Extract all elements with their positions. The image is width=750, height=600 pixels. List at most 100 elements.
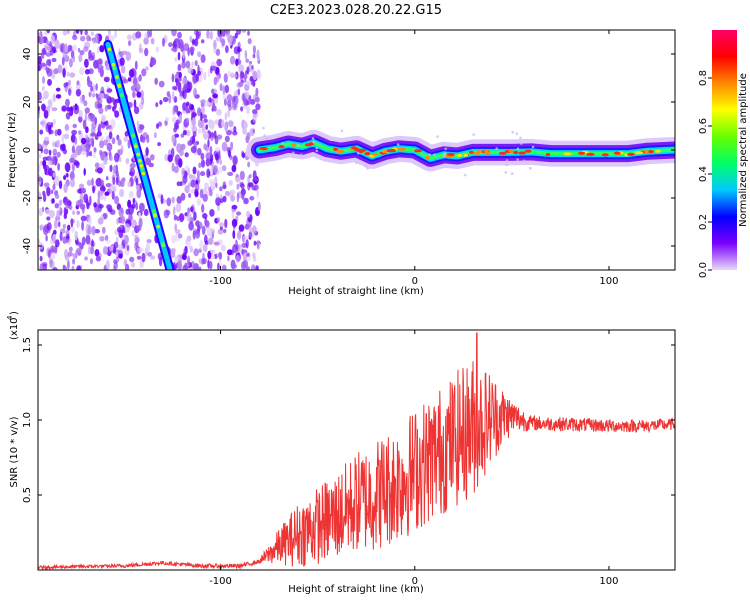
noise-speck <box>215 36 222 42</box>
noise-speck <box>159 100 163 105</box>
noise-speck <box>191 135 196 145</box>
noise-speck <box>88 216 92 226</box>
noise-speck <box>193 211 197 221</box>
noise-speck <box>212 102 216 112</box>
snr-plot-area <box>38 332 675 570</box>
noise-speck <box>95 93 99 98</box>
noise-speck <box>65 82 69 87</box>
noise-speck <box>214 119 219 125</box>
noise-speck <box>133 106 140 115</box>
noise-speck <box>235 177 241 183</box>
noise-speck <box>242 128 248 135</box>
noise-speck <box>243 121 248 130</box>
noise-speck <box>54 39 60 50</box>
tone-speck <box>510 172 514 175</box>
noise-speck <box>166 91 171 97</box>
noise-speck <box>99 45 105 53</box>
noise-speck <box>191 117 196 127</box>
noise-speck <box>168 42 173 48</box>
noise-speck <box>38 61 42 71</box>
noise-speck <box>185 238 189 246</box>
noise-speck <box>194 229 201 239</box>
noise-speck <box>84 107 91 114</box>
streak-core <box>112 66 117 70</box>
noise-speck <box>170 250 176 259</box>
noise-speck <box>232 130 238 136</box>
noise-speck <box>198 258 202 264</box>
noise-speck <box>242 252 248 262</box>
noise-speck <box>221 264 227 270</box>
noise-speck <box>70 134 76 143</box>
noise-speck <box>66 106 71 112</box>
x-tick-label: 0 <box>412 276 418 287</box>
noise-speck <box>97 217 104 225</box>
tone-speck <box>511 130 514 134</box>
noise-speck <box>65 162 71 173</box>
tone-hotspot <box>359 148 367 152</box>
noise-speck <box>208 121 214 130</box>
tone-speck <box>300 153 303 157</box>
tone-speck <box>263 134 266 137</box>
noise-speck <box>96 131 103 137</box>
tone-hotspot <box>364 152 371 156</box>
noise-speck <box>131 230 135 236</box>
noise-speck <box>67 224 71 231</box>
y-tick-label: -40 <box>22 238 33 254</box>
noise-speck <box>162 37 165 47</box>
noise-speck <box>140 89 145 100</box>
noise-speck <box>93 202 97 208</box>
noise-speck <box>177 233 183 239</box>
noise-speck <box>97 58 103 65</box>
noise-speck <box>127 77 132 82</box>
noise-speck <box>190 146 197 154</box>
noise-speck <box>105 259 110 270</box>
noise-speck <box>128 69 135 78</box>
noise-speck <box>89 258 93 265</box>
noise-speck <box>193 87 198 98</box>
noise-speck <box>189 267 193 270</box>
tone-speck <box>505 163 509 167</box>
noise-speck <box>253 240 257 246</box>
noise-speck <box>246 132 251 141</box>
x-tick-label: 0 <box>412 576 418 587</box>
tone-speck <box>504 171 508 174</box>
noise-speck <box>126 244 130 251</box>
noise-speck <box>175 203 182 213</box>
noise-speck <box>190 206 194 213</box>
noise-speck <box>217 262 220 270</box>
noise-speck <box>224 135 230 143</box>
noise-speck <box>133 234 139 239</box>
noise-speck <box>207 139 210 148</box>
noise-speck <box>127 139 131 149</box>
noise-speck <box>106 142 113 152</box>
streak-core <box>139 164 144 168</box>
noise-speck <box>212 88 217 94</box>
noise-speck <box>191 112 197 118</box>
noise-speck <box>244 83 250 91</box>
tone-hotspot <box>476 150 483 154</box>
noise-speck <box>244 49 248 60</box>
noise-speck <box>85 234 91 245</box>
noise-speck <box>189 245 193 253</box>
noise-speck <box>249 174 252 179</box>
noise-speck <box>49 239 55 245</box>
noise-speck <box>108 131 113 140</box>
noise-speck <box>72 210 75 215</box>
noise-speck <box>65 112 71 120</box>
noise-speck <box>46 39 49 46</box>
noise-speck <box>110 155 113 161</box>
noise-speck <box>218 251 223 260</box>
noise-speck <box>213 130 217 140</box>
noise-speck <box>62 68 66 78</box>
noise-speck <box>63 133 70 140</box>
tone-hotspot <box>654 149 661 153</box>
noise-speck <box>252 45 256 55</box>
noise-speck <box>80 30 83 36</box>
noise-speck <box>228 120 234 128</box>
noise-speck <box>111 190 115 200</box>
tone-hotspot <box>508 149 514 153</box>
noise-speck <box>221 141 228 152</box>
snr-xlabel: Height of straight line (km) <box>288 584 424 595</box>
noise-speck <box>132 90 136 99</box>
colorbar-tick-label: 0.0 <box>698 262 709 278</box>
